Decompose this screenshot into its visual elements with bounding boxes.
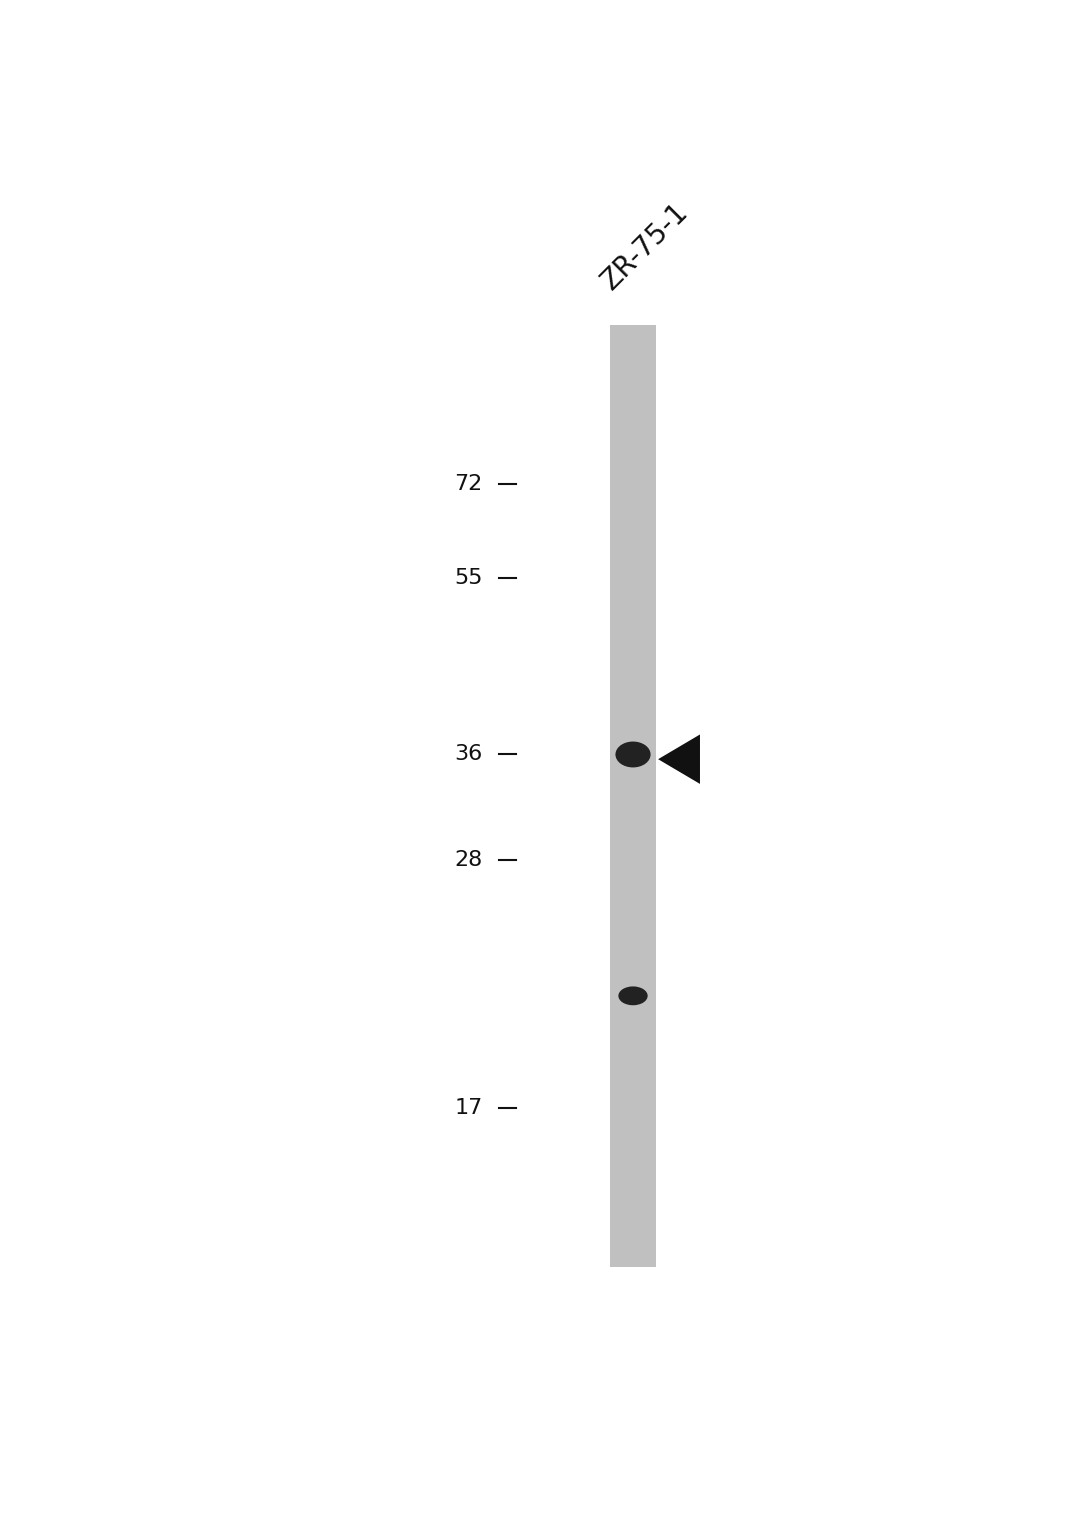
Bar xyxy=(610,324,656,1266)
Ellipse shape xyxy=(616,742,650,768)
Text: 72: 72 xyxy=(454,474,483,494)
Text: 17: 17 xyxy=(454,1098,483,1118)
Ellipse shape xyxy=(619,986,648,1005)
Text: 28: 28 xyxy=(454,850,483,870)
Text: 36: 36 xyxy=(454,745,483,764)
Text: 55: 55 xyxy=(454,567,483,587)
Polygon shape xyxy=(658,734,700,784)
Text: ZR-75-1: ZR-75-1 xyxy=(596,197,694,295)
